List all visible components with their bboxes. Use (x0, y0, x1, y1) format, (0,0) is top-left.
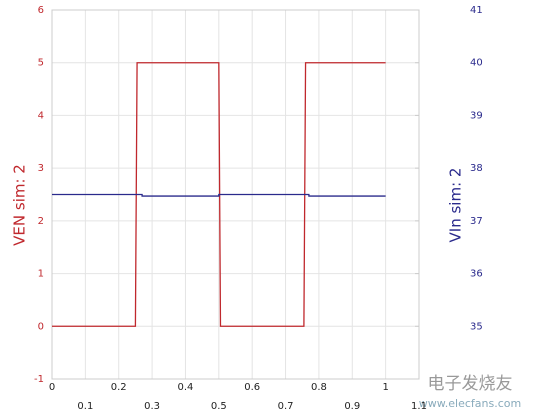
x-tick-label: 0 (49, 382, 55, 393)
y-tick-label: 5 (38, 58, 44, 69)
x-tick-label: 0.7 (278, 401, 294, 412)
y-tick-label: 2 (38, 216, 44, 227)
y-tick-label: 1 (38, 269, 44, 280)
series-line (52, 193, 386, 197)
y-tick-label: 3 (38, 163, 44, 174)
y2-tick-label: 39 (470, 110, 483, 121)
x-tick-label: 0.9 (344, 401, 360, 412)
y2-axis-title: VIn sim: 2 (447, 168, 465, 243)
y-axis-title: VEN sim: 2 (11, 164, 29, 246)
y-tick-label: 4 (38, 110, 44, 121)
x-tick-label: 1.1 (411, 401, 427, 412)
x-tick-label: 0.3 (144, 401, 160, 412)
watermark: 电子发烧友 (428, 374, 513, 394)
y2-tick-label: 37 (470, 216, 483, 227)
y-tick-label: 6 (38, 5, 44, 16)
y-tick-label: 0 (38, 321, 44, 332)
x-tick-label: 0.2 (111, 382, 127, 393)
y2-tick-label: 41 (470, 5, 483, 16)
y2-tick-label: 35 (470, 321, 483, 332)
y-tick-label: -1 (34, 374, 44, 385)
y2-tick-label: 36 (470, 269, 483, 280)
x-tick-label: 0.1 (77, 401, 93, 412)
x-tick-label: 0.5 (211, 401, 227, 412)
x-tick-label: 0.8 (311, 382, 327, 393)
watermark: www.elecfans.com (419, 397, 521, 410)
x-tick-label: 0.4 (178, 382, 194, 393)
y2-tick-label: 40 (470, 58, 483, 69)
x-tick-label: 0.6 (244, 382, 260, 393)
x-tick-label: 1 (382, 382, 388, 393)
y2-tick-label: 38 (470, 163, 483, 174)
